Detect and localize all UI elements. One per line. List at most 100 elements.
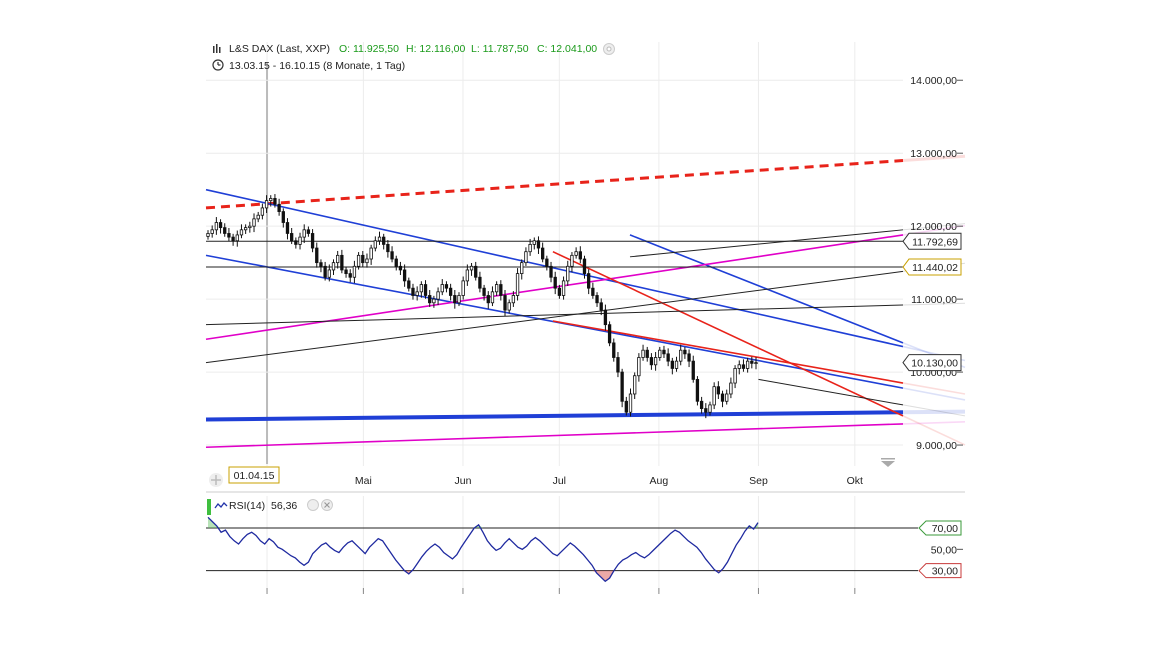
trendline[interactable] [629,229,904,258]
candle [591,282,595,299]
candle [720,390,725,408]
rsi-line [207,516,759,583]
candle [361,250,365,267]
candle [745,357,750,373]
trendlines [205,154,966,449]
candle [645,346,649,362]
candle [704,403,708,419]
candle [607,321,612,347]
trendline[interactable] [205,270,904,364]
candle [269,195,273,207]
rsi-line-icon [214,502,228,509]
candle [340,249,344,274]
candle [490,286,495,307]
candle [448,283,453,301]
candle [674,356,679,372]
trendline[interactable] [205,423,904,449]
trendline[interactable] [205,159,904,210]
candle [737,360,741,375]
trendline-extension [902,415,966,446]
candle [486,291,490,309]
candle [511,291,516,307]
trendline[interactable] [552,320,904,384]
candle [252,213,256,233]
collapse-arrow-icon[interactable] [881,458,895,467]
candle [369,244,373,265]
rsi-value: 56,36 [271,500,297,512]
candle [407,277,411,292]
candle [336,250,340,269]
candle [365,253,369,268]
candle [557,284,562,299]
price-marker: 11.440,02 [902,258,962,276]
candle [281,208,285,228]
price-marker: 11.792,69 [902,232,962,250]
settings-icon[interactable] [603,43,615,55]
y-tick-label: 11.000,00 [911,294,957,306]
candle [310,229,315,253]
candle [507,299,511,314]
candles [206,194,758,419]
candle [344,266,348,278]
rsi-level-text: 70,00 [932,523,958,535]
trendline[interactable] [205,410,904,422]
trendline[interactable] [205,304,904,326]
ohlc-open: O: 11.925,50 [339,43,399,55]
candle [214,217,219,235]
candle [633,372,637,400]
candle [210,225,214,238]
candle [649,353,654,370]
candle [566,260,570,286]
move-icon[interactable] [209,473,223,487]
rsi-level-marker: 70,00 [918,520,962,536]
date-range: 13.03.15 - 16.10.15 (8 Monate, 1 Tag) [229,60,405,72]
candle [750,356,754,369]
candle [716,381,721,400]
candle [386,240,390,258]
candle [628,388,633,417]
candle [541,242,545,263]
rsi-close-icon[interactable] [321,499,333,511]
candle [423,280,428,299]
trendline[interactable] [205,188,904,348]
candle [461,276,465,300]
chart-header: L&S DAX (Last, XXP) O: 11.925,50 H: 12.1… [212,43,615,72]
candle [377,231,382,245]
candle [545,255,549,271]
candle [658,346,662,361]
trendline[interactable] [552,250,904,417]
rsi-header: RSI(14) 56,36 [207,499,333,515]
trendline[interactable] [758,378,904,406]
candle [741,359,746,372]
candle [465,264,470,286]
x-tick-label: Okt [847,475,863,487]
candle [733,365,737,389]
candle [319,259,323,273]
candle [561,276,566,300]
candle [415,286,419,301]
candle [683,346,687,359]
y-tick-label: 14.000,00 [910,75,957,87]
trendline-extension [902,302,966,306]
x-tick-label: Sep [749,475,768,487]
candle [478,271,482,293]
trendline-extension [902,387,966,401]
rsi-line-group [207,516,759,583]
price-marker: 10.130,00 [902,354,962,372]
candle [499,280,503,301]
candle [699,396,704,414]
candle [612,338,616,362]
candle [356,252,361,270]
candle [298,232,302,250]
x-tick-label: Jul [553,475,566,487]
ohlc-low: L: 11.787,50 [471,43,529,55]
price-marker-text: 11.792,69 [912,236,958,248]
instrument-icon [213,44,221,53]
candle [373,236,377,252]
ohlc-high: H: 12.116,00 [406,43,466,55]
candle [670,357,674,375]
rsi-settings-icon[interactable] [307,499,319,511]
candle [440,279,444,296]
candle [679,344,683,366]
